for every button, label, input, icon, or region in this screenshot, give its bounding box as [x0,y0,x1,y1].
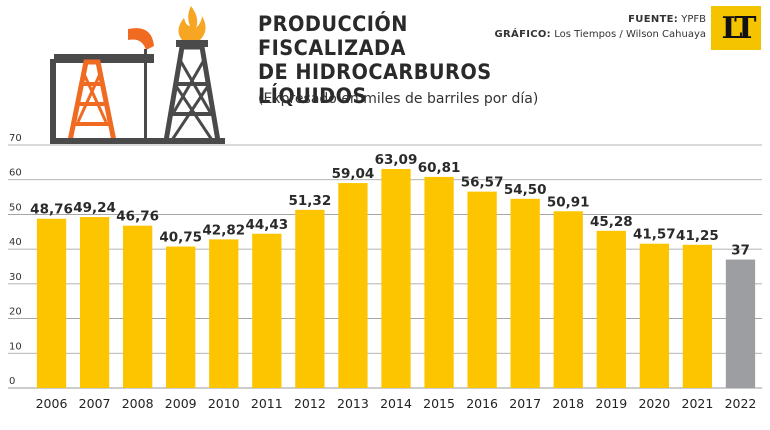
x-tick-label-2015: 2015 [423,396,455,411]
source-label: FUENTE: [628,14,679,25]
ground-base [50,138,225,144]
y-tick-label: 0 [9,376,15,387]
data-label-2021: 41,25 [676,228,719,244]
x-tick-label-2021: 2021 [682,396,714,411]
x-tick-label-2008: 2008 [122,396,154,411]
bar-2017 [510,198,540,388]
x-tick-label-2022: 2022 [725,396,757,411]
x-tick-label-2009: 2009 [165,396,197,411]
bar-2020 [639,243,669,388]
y-tick-label: 50 [9,202,22,213]
graphic-value: Los Tiempos / Wilson Cahuaya [554,29,706,40]
x-tick-label-2019: 2019 [595,396,627,411]
bar-2010 [209,239,239,388]
data-label-2006: 48,76 [30,202,73,218]
data-label-2013: 59,04 [332,166,375,182]
graphic-label: GRÁFICO: [494,29,551,40]
y-tick-label: 20 [9,307,22,318]
data-label-2018: 50,91 [547,194,590,210]
bar-2012 [295,209,325,388]
bar-2008 [123,225,153,388]
x-tick-label-2014: 2014 [380,396,412,411]
x-tick-label-2017: 2017 [509,396,541,411]
x-tick-label-2012: 2012 [294,396,326,411]
data-label-2022: 37 [731,243,750,259]
y-tick-label: 40 [9,237,22,248]
bar-2009 [166,246,196,388]
chart-subtitle: (Expresado en miles de barriles por día) [258,91,539,107]
bar-2022 [725,259,756,388]
y-tick-label: 70 [9,133,22,144]
y-tick-label: 30 [9,272,22,283]
title-line-1: PRODUCCIÓN [258,12,408,36]
x-tick-label-2013: 2013 [337,396,369,411]
x-tick-label-2007: 2007 [79,396,111,411]
x-tick-label-2020: 2020 [638,396,670,411]
data-label-2008: 46,76 [116,209,159,225]
bar-2019 [596,230,626,388]
y-tick-label: 10 [9,341,22,352]
data-label-2011: 44,43 [245,217,288,233]
source-line: FUENTE: YPFB [495,12,706,27]
bar-2014 [381,168,411,388]
x-tick-label-2018: 2018 [552,396,584,411]
data-label-2009: 40,75 [159,230,202,246]
bar-2011 [252,233,282,388]
pumpjack-icon [50,28,154,144]
data-label-2017: 54,50 [504,182,547,198]
bar-2018 [553,211,583,388]
bar-2021 [682,244,713,388]
bar-2007 [79,217,110,388]
oil-derrick-illustration [50,6,225,144]
data-label-2016: 56,57 [461,175,504,191]
title-line-3: DE HIDROCARBUROS LÍQUIDOS [258,60,492,108]
bar-2015 [424,176,454,388]
x-tick-label-2010: 2010 [208,396,240,411]
data-label-2010: 42,82 [202,222,245,238]
bars [36,168,756,388]
data-label-2020: 41,57 [633,227,676,243]
graphic-line: GRÁFICO: Los Tiempos / Wilson Cahuaya [495,27,706,42]
data-label-2014: 63,09 [375,152,418,168]
x-tick-label-2011: 2011 [251,396,283,411]
data-label-2015: 60,81 [418,160,461,176]
chart-title: PRODUCCIÓN FISCALIZADA DE HIDROCARBUROS … [258,12,618,108]
y-tick-label: 60 [9,168,22,179]
data-label-2012: 51,32 [289,193,332,209]
bar-2013 [338,183,368,388]
data-label-2007: 49,24 [73,200,116,216]
source-value: YPFB [681,14,706,25]
bar-2006 [36,218,67,388]
title-line-2: FISCALIZADA [258,36,406,60]
x-tick-label-2006: 2006 [36,396,68,411]
x-axis-labels: 2006 2007 2008 2009 2010 2011 2012 2013 2014 2015… [36,396,757,411]
y-axis-ticks: 0 10 20 30 40 50 60 70 [9,133,22,387]
x-tick-label-2016: 2016 [466,396,498,411]
data-label-2019: 45,28 [590,214,633,230]
source-credits: FUENTE: YPFB GRÁFICO: Los Tiempos / Wils… [495,12,706,42]
bar-2016 [467,191,497,388]
los-tiempos-logo: LT [711,6,761,50]
